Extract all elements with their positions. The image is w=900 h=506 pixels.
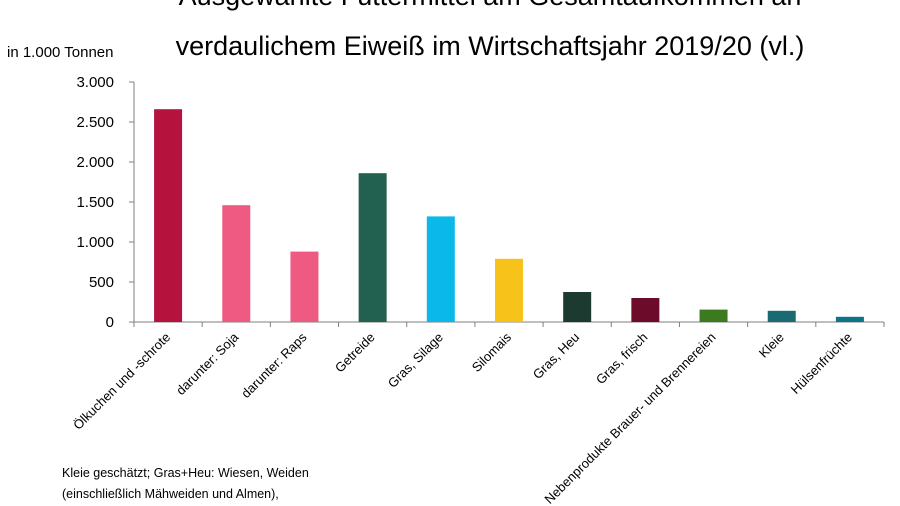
category-label: Ölkuchen und -schrote [70,330,173,433]
bar-11 [835,316,864,322]
footnote-line-1: Kleie geschätzt; Gras+Heu: Wiesen, Weide… [62,466,309,480]
y-tick-label: 0 [106,314,114,331]
bar-1 [154,109,183,322]
y-tick-label: 1.500 [76,194,114,211]
bar-6 [495,258,523,322]
category-label: darunter: Soja [173,329,242,398]
bar-9 [699,309,728,322]
y-axis: 0 500 1.000 1.500 2.000 2.500 3.000 [76,74,135,331]
chart-title-line-1: Ausgewählte Futtermittel am Gesamtaufkom… [0,0,900,14]
category-label: Gras, frisch [593,330,651,388]
bar-10 [767,310,796,322]
category-label: Gras, Silage [385,330,446,391]
category-label: Kleie [756,330,787,361]
bar-5 [426,216,455,322]
y-tick-label: 3.000 [76,74,114,91]
chart-title-line-2: verdaulichem Eiweiß im Wirtschaftsjahr 2… [175,31,805,61]
x-axis [133,321,885,327]
category-label: Silomais [469,329,515,375]
y-tick-label: 2.000 [76,154,114,171]
bars [154,109,864,322]
category-label: darunter: Raps [238,329,310,401]
bar-3 [290,251,319,322]
bar-2 [222,205,251,322]
category-label: Hülsenfrüchte [788,330,855,397]
bar-4 [358,173,387,322]
y-axis-unit-label: in 1.000 Tonnen [7,44,114,61]
y-tick-label: 2.500 [76,114,114,131]
footnote-line-2: (einschließlich Mähweiden und Almen), [62,487,279,501]
category-label: Gras, Heu [530,330,583,383]
y-tick-label: 1.000 [76,234,114,251]
bar-8 [631,298,660,322]
category-label: Getreide [332,330,378,376]
bar-7 [563,292,592,322]
y-tick-label: 500 [89,274,114,291]
